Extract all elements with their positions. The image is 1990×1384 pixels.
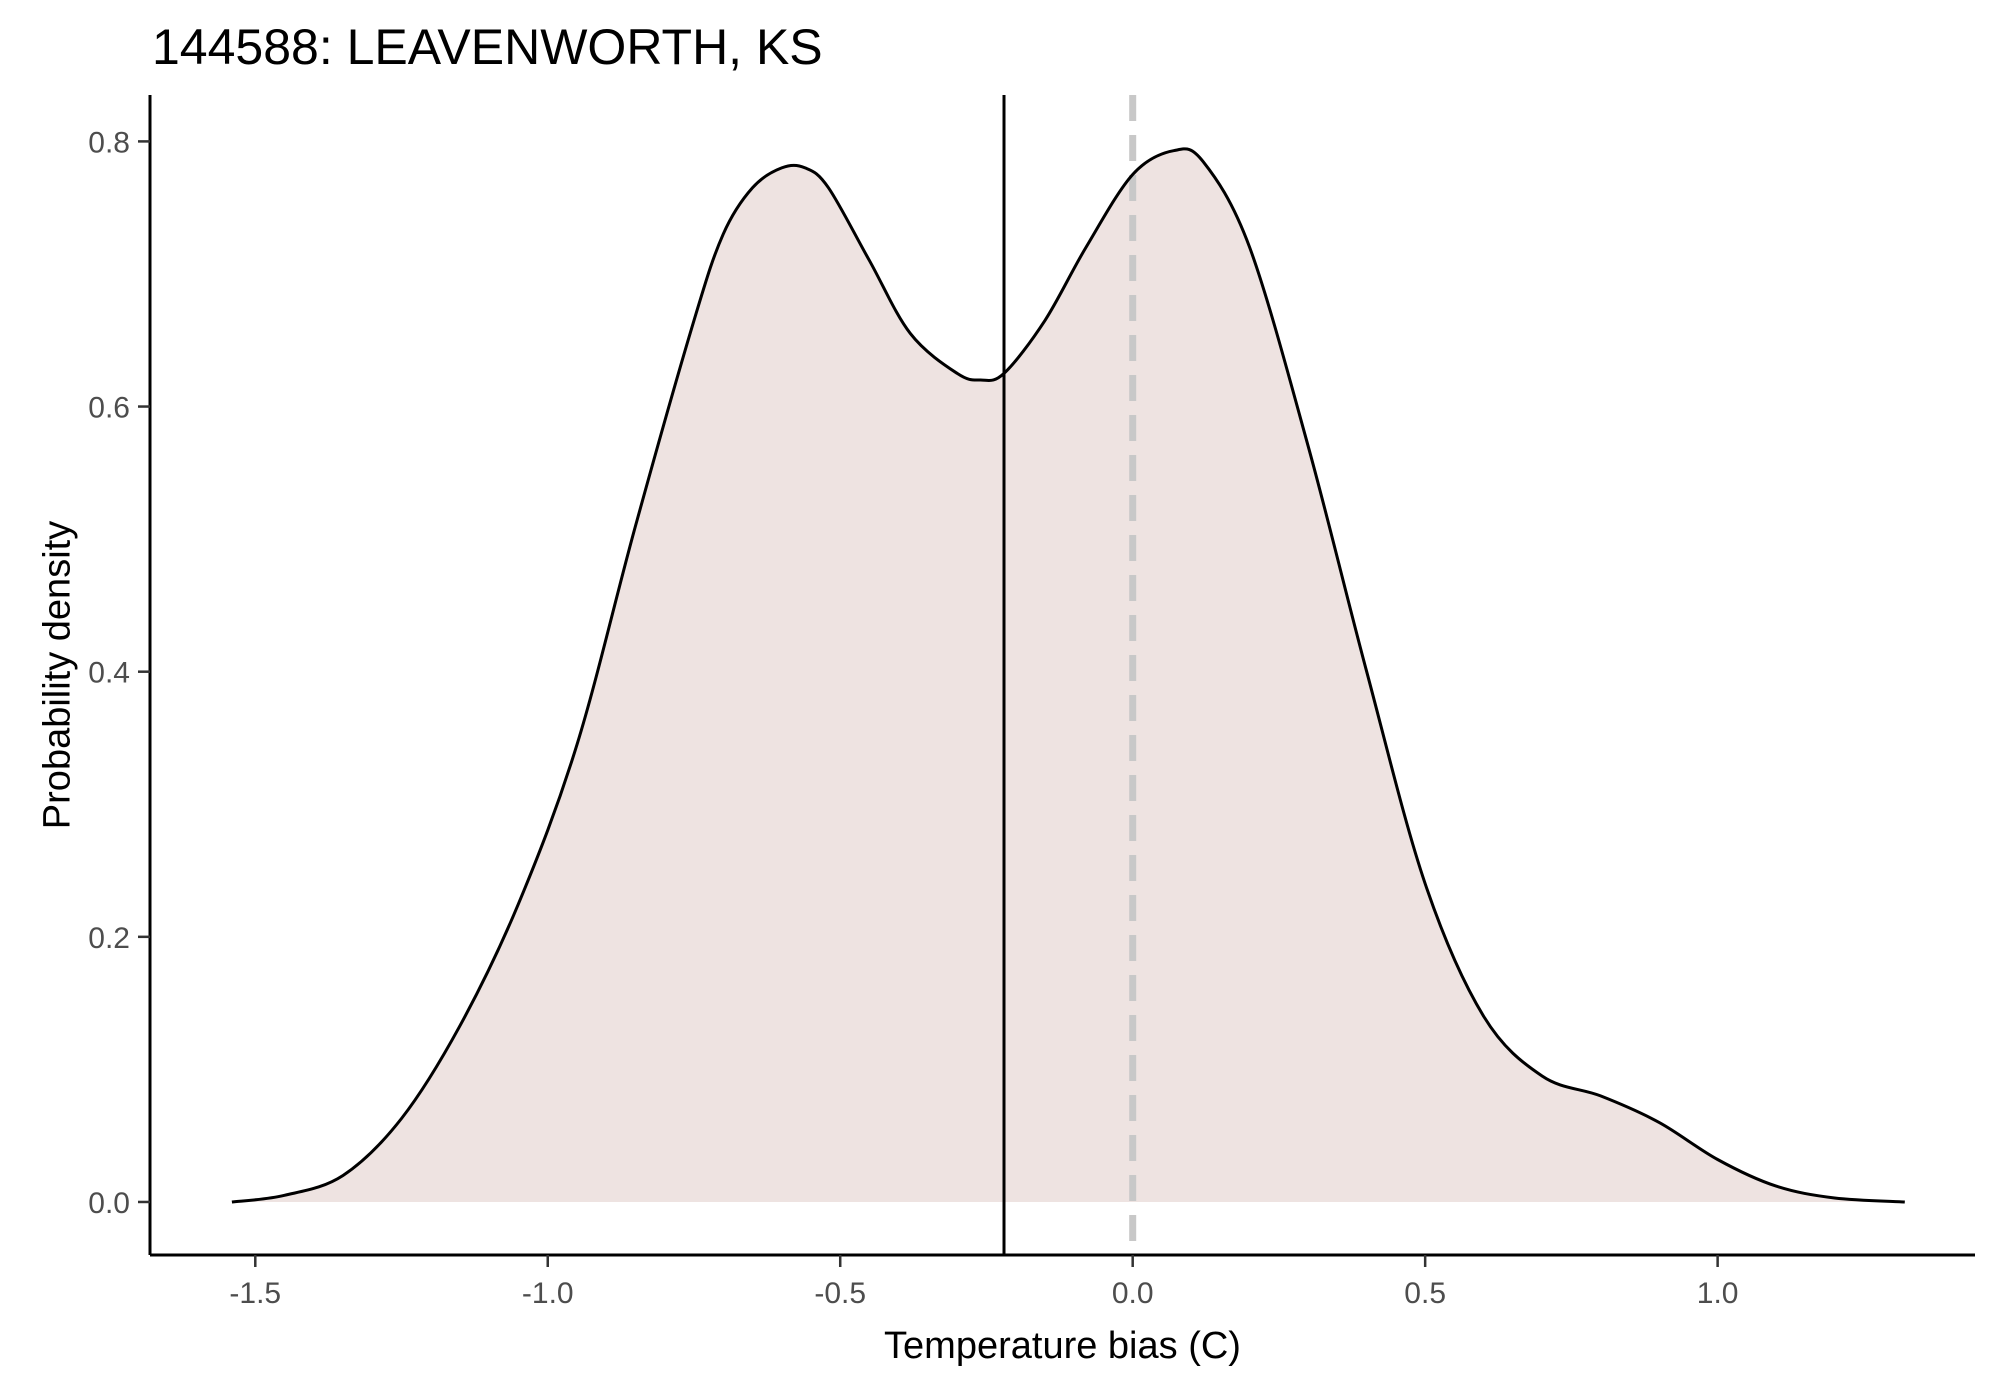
y-tick-label: 0.6 xyxy=(88,392,130,425)
y-axis-ticks: 0.0 0.2 0.4 0.6 0.8 xyxy=(88,126,150,1220)
plot-area xyxy=(231,95,1905,1255)
y-tick-label: 0.8 xyxy=(88,126,130,159)
x-tick-label: 1.0 xyxy=(1697,1277,1739,1310)
x-tick-label: -1.0 xyxy=(522,1277,574,1310)
y-axis-title: Probability density xyxy=(36,521,78,829)
x-tick-label: -1.5 xyxy=(229,1277,281,1310)
y-tick-label: 0.2 xyxy=(88,922,130,955)
x-axis-title: Temperature bias (C) xyxy=(884,1325,1241,1367)
chart-title: 144588: LEAVENWORTH, KS xyxy=(152,19,823,75)
x-tick-label: -0.5 xyxy=(814,1277,866,1310)
x-tick-label: 0.0 xyxy=(1112,1277,1154,1310)
density-area-fill xyxy=(231,148,1905,1202)
x-tick-label: 0.5 xyxy=(1404,1277,1446,1310)
x-axis-ticks: -1.5 -1.0 -0.5 0.0 0.5 1.0 xyxy=(229,1255,1738,1310)
y-tick-label: 0.0 xyxy=(88,1187,130,1220)
y-tick-label: 0.4 xyxy=(88,657,130,690)
density-curve xyxy=(231,147,1905,1204)
